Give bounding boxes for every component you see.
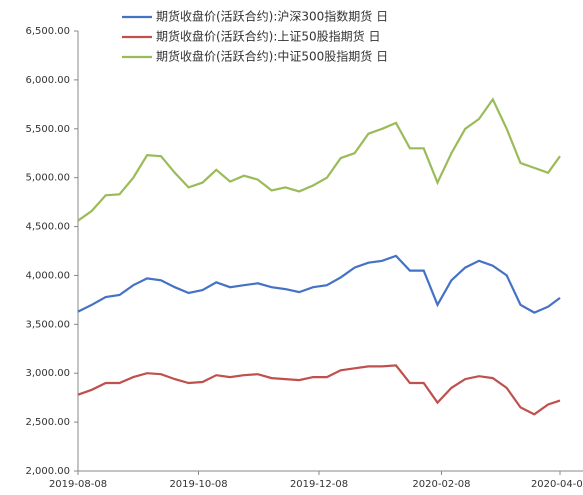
- y-tick-label: 4,500.00: [25, 222, 70, 233]
- x-tick-label: 2020-02-08: [412, 479, 470, 490]
- legend-label: 期货收盘价(活跃合约):沪深300指数期货 日: [156, 9, 388, 24]
- series-line: [77, 97, 561, 222]
- legend-label: 期货收盘价(活跃合约):上证50股指期货 日: [156, 29, 381, 44]
- x-tick-label: 2019-08-08: [49, 479, 107, 490]
- y-tick-label: 6,500.00: [25, 26, 70, 37]
- y-tick-label: 3,500.00: [25, 319, 70, 330]
- y-tick-label: 2,000.00: [25, 466, 70, 477]
- x-tick-label: 2019-10-08: [169, 479, 227, 490]
- y-tick-label: 5,500.00: [25, 124, 70, 135]
- legend-label: 期货收盘价(活跃合约):中证500股指期货 日: [156, 49, 388, 64]
- x-tick-label: 2020-04-08: [531, 479, 583, 490]
- series-line: [77, 254, 561, 314]
- y-tick-label: 6,000.00: [25, 75, 70, 86]
- series-line: [77, 364, 561, 416]
- x-tick-label: 2019-12-08: [290, 479, 348, 490]
- y-tick-label: 3,000.00: [25, 368, 70, 379]
- y-tick-label: 5,000.00: [25, 173, 70, 184]
- y-tick-label: 2,500.00: [25, 417, 70, 428]
- y-tick-label: 4,000.00: [25, 270, 70, 281]
